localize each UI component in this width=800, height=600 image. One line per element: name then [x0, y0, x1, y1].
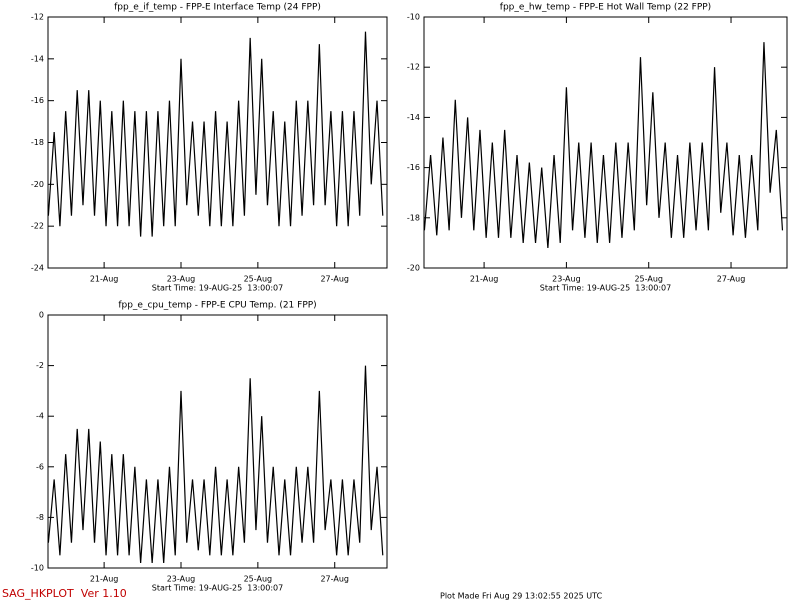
y-tick-label: -14 — [31, 54, 44, 63]
chart-title: fpp_e_cpu_temp - FPP-E CPU Temp. (21 FPP… — [118, 301, 316, 311]
x-axis-label: Start Time: 19-AUG-25 13:00:07 — [540, 284, 671, 293]
data-line — [47, 365, 384, 563]
plot-frame — [47, 314, 388, 569]
y-tick-label: -20 — [31, 180, 44, 189]
data-line — [423, 42, 784, 248]
x-tick-label: 21-Aug — [470, 275, 499, 284]
x-tick-label: 25-Aug — [244, 575, 273, 584]
y-tick-label: -12 — [31, 13, 44, 22]
y-tick-label: -10 — [407, 13, 420, 22]
y-tick-label: -20 — [407, 264, 420, 273]
y-tick-label: 0 — [39, 311, 44, 320]
x-tick-label: 25-Aug — [244, 275, 273, 284]
x-tick-label: 27-Aug — [320, 275, 349, 284]
y-tick-label: -8 — [36, 513, 44, 522]
y-tick-label: -24 — [31, 264, 44, 273]
chart-title: fpp_e_if_temp - FPP-E Interface Temp (24… — [114, 3, 321, 13]
y-tick-label: -4 — [36, 412, 44, 421]
x-axis-label: Start Time: 19-AUG-25 13:00:07 — [152, 284, 283, 293]
y-tick-label: -2 — [36, 361, 44, 370]
x-tick-label: 27-Aug — [717, 275, 746, 284]
x-axis-label: Start Time: 19-AUG-25 13:00:07 — [152, 584, 283, 593]
x-tick-label: 21-Aug — [90, 575, 119, 584]
chart-title: fpp_e_hw_temp - FPP-E Hot Wall Temp (22 … — [500, 3, 711, 13]
y-tick-label: -6 — [36, 462, 44, 471]
x-tick-label: 23-Aug — [552, 275, 581, 284]
y-tick-label: -22 — [31, 222, 44, 231]
x-tick-label: 21-Aug — [90, 275, 119, 284]
y-tick-label: -18 — [31, 138, 44, 147]
x-tick-label: 23-Aug — [167, 575, 196, 584]
y-tick-label: -10 — [31, 564, 44, 573]
y-tick-label: -18 — [407, 213, 420, 222]
x-tick-label: 25-Aug — [634, 275, 663, 284]
program-label: SAG_HKPLOT Ver 1.10 — [2, 587, 127, 600]
data-line — [47, 31, 384, 237]
x-tick-label: 27-Aug — [320, 575, 349, 584]
plot-made: Plot Made Fri Aug 29 13:02:55 2025 UTC — [440, 592, 603, 600]
y-tick-label: -16 — [407, 163, 420, 172]
x-tick-label: 23-Aug — [167, 275, 196, 284]
y-tick-label: -16 — [31, 96, 44, 105]
y-tick-label: -12 — [407, 63, 420, 72]
plot-frame — [423, 16, 788, 269]
y-tick-label: -14 — [407, 113, 420, 122]
